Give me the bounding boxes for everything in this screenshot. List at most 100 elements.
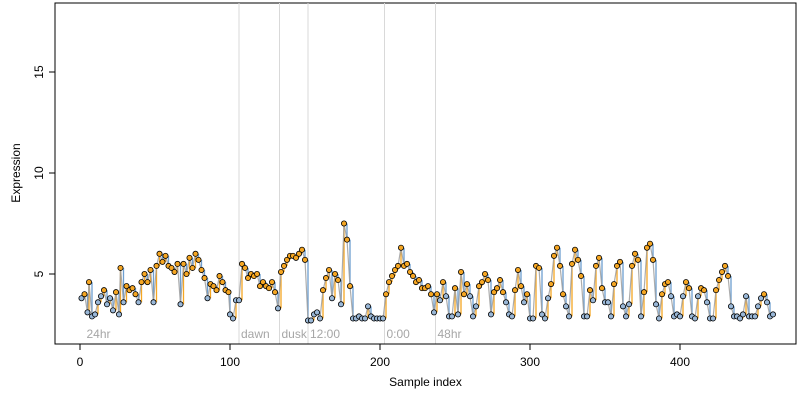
- data-point: [189, 264, 196, 271]
- data-point: [566, 313, 573, 320]
- data-point: [403, 260, 410, 267]
- data-point: [560, 291, 567, 298]
- data-point: [469, 313, 476, 320]
- x-axis: 0 100 200 300 400: [77, 343, 690, 369]
- data-point: [256, 283, 263, 290]
- data-point: [656, 315, 663, 322]
- data-point: [168, 264, 175, 271]
- annotation-label: 0:00: [387, 327, 411, 341]
- data-point: [484, 277, 491, 284]
- x-tick-label: 300: [520, 355, 540, 369]
- data-point: [150, 299, 157, 306]
- data-point: [623, 313, 630, 320]
- data-point: [153, 262, 160, 269]
- data-point: [704, 299, 711, 306]
- data-point: [466, 293, 473, 300]
- data-point: [608, 313, 615, 320]
- data-point: [668, 293, 675, 300]
- data-point: [572, 246, 579, 253]
- data-point: [204, 295, 211, 302]
- data-point: [331, 270, 338, 277]
- annotation-label: dawn: [241, 327, 270, 341]
- data-point: [244, 275, 251, 282]
- data-point: [481, 270, 488, 277]
- x-tick-label: 0: [77, 355, 84, 369]
- data-point: [110, 307, 117, 314]
- data-point: [301, 256, 308, 263]
- data-point: [171, 268, 178, 275]
- data-point: [180, 260, 187, 267]
- data-point: [584, 313, 591, 320]
- data-point: [752, 313, 759, 320]
- data-point: [238, 260, 245, 267]
- data-point: [632, 250, 639, 257]
- data-point: [147, 266, 154, 273]
- data-point: [409, 273, 416, 280]
- data-point: [313, 309, 320, 316]
- data-point: [394, 262, 401, 269]
- data-point: [201, 275, 208, 282]
- data-point: [144, 279, 151, 286]
- data-point: [512, 287, 519, 294]
- data-point: [298, 246, 305, 253]
- data-point: [502, 299, 509, 306]
- data-point: [515, 266, 522, 273]
- data-point: [499, 289, 506, 296]
- data-point: [379, 315, 386, 322]
- data-point: [554, 244, 561, 251]
- data-point: [123, 283, 130, 290]
- data-point: [104, 301, 111, 308]
- data-point: [740, 311, 747, 318]
- y-tick-label: 15: [32, 65, 46, 79]
- annotation-label: 12:00: [310, 327, 340, 341]
- data-point: [174, 260, 181, 267]
- data-point: [647, 240, 654, 247]
- data-point: [292, 254, 299, 261]
- data-point: [635, 256, 642, 263]
- data-point: [415, 277, 422, 284]
- data-point: [725, 273, 732, 280]
- data-point: [337, 301, 344, 308]
- y-tick-label: 10: [32, 166, 46, 180]
- data-point: [551, 252, 558, 259]
- series-points: [78, 220, 777, 324]
- data-point: [590, 297, 597, 304]
- data-point: [198, 266, 205, 273]
- data-point: [596, 254, 603, 261]
- data-point: [253, 270, 260, 277]
- y-axis: 5 10 15: [32, 65, 56, 277]
- data-point: [107, 295, 114, 302]
- data-point: [629, 262, 636, 269]
- data-point: [186, 254, 193, 261]
- data-point: [346, 283, 353, 290]
- x-axis-label: Sample index: [389, 375, 462, 389]
- data-point: [665, 279, 672, 286]
- data-point: [177, 301, 184, 308]
- data-point: [569, 260, 576, 267]
- data-point: [156, 250, 163, 257]
- data-point: [343, 236, 350, 243]
- data-point: [116, 311, 123, 318]
- data-point: [235, 297, 242, 304]
- data-point: [626, 301, 633, 308]
- data-point: [307, 317, 314, 324]
- data-point: [424, 283, 431, 290]
- data-point: [364, 303, 371, 310]
- data-point: [183, 270, 190, 277]
- data-point: [518, 283, 525, 290]
- data-point: [78, 295, 85, 302]
- data-point: [454, 311, 461, 318]
- data-point: [277, 268, 284, 275]
- data-point: [722, 262, 729, 269]
- data-point: [268, 279, 275, 286]
- data-point: [439, 279, 446, 286]
- data-point: [686, 285, 693, 292]
- data-point: [743, 293, 750, 300]
- data-point: [620, 303, 627, 310]
- data-point: [159, 258, 166, 265]
- data-point: [713, 287, 720, 294]
- data-point: [716, 277, 723, 284]
- data-point: [677, 313, 684, 320]
